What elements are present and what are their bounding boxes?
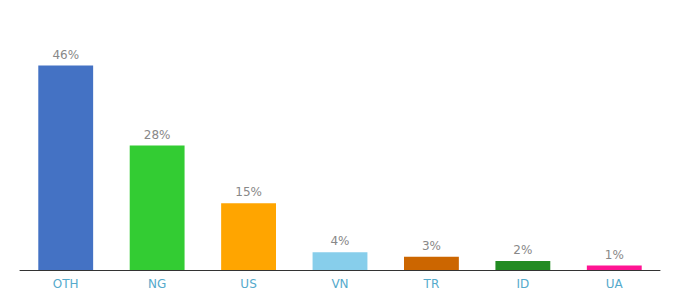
svg-text:4%: 4% [330, 234, 349, 248]
svg-text:1%: 1% [605, 248, 624, 262]
svg-text:46%: 46% [52, 48, 79, 62]
svg-text:15%: 15% [235, 185, 262, 199]
svg-text:NG: NG [148, 277, 166, 291]
svg-text:VN: VN [331, 277, 348, 291]
svg-text:ID: ID [516, 277, 529, 291]
svg-text:US: US [240, 277, 256, 291]
svg-text:28%: 28% [144, 128, 171, 142]
svg-text:2%: 2% [513, 243, 532, 257]
svg-text:TR: TR [423, 277, 440, 291]
svg-text:3%: 3% [422, 239, 441, 253]
svg-text:OTH: OTH [53, 277, 79, 291]
svg-text:UA: UA [606, 277, 624, 291]
